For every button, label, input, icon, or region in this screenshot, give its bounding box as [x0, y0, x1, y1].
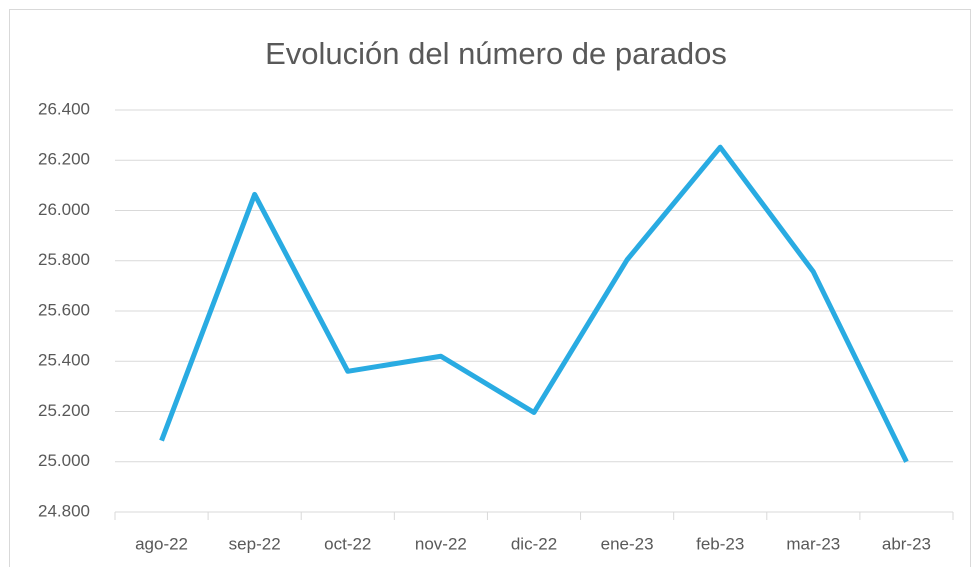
x-tick-label: ago-22 — [135, 534, 188, 553]
y-tick-label: 25.400 — [38, 351, 90, 370]
x-tick-label: oct-22 — [324, 534, 371, 553]
y-tick-label: 25.800 — [38, 250, 90, 269]
x-tick-label: dic-22 — [511, 534, 557, 553]
y-tick-label: 26.000 — [38, 200, 90, 219]
y-tick-label: 25.000 — [38, 451, 90, 470]
y-tick-label: 25.200 — [38, 401, 90, 420]
x-tick-label: mar-23 — [786, 534, 840, 553]
y-tick-label: 25.600 — [38, 300, 90, 319]
chart-frame — [9, 9, 971, 567]
x-tick-label: nov-22 — [415, 534, 467, 553]
x-tick-label: abr-23 — [882, 534, 931, 553]
chart-title: Evolución del número de parados — [265, 36, 727, 71]
y-tick-label: 24.800 — [38, 501, 90, 520]
data-line — [159, 144, 909, 463]
y-tick-label: 26.400 — [38, 99, 90, 118]
y-tick-label: 26.200 — [38, 150, 90, 169]
x-tick-label: ene-23 — [601, 534, 654, 553]
x-tick-label: sep-22 — [229, 534, 281, 553]
x-tick-label: feb-23 — [696, 534, 744, 553]
